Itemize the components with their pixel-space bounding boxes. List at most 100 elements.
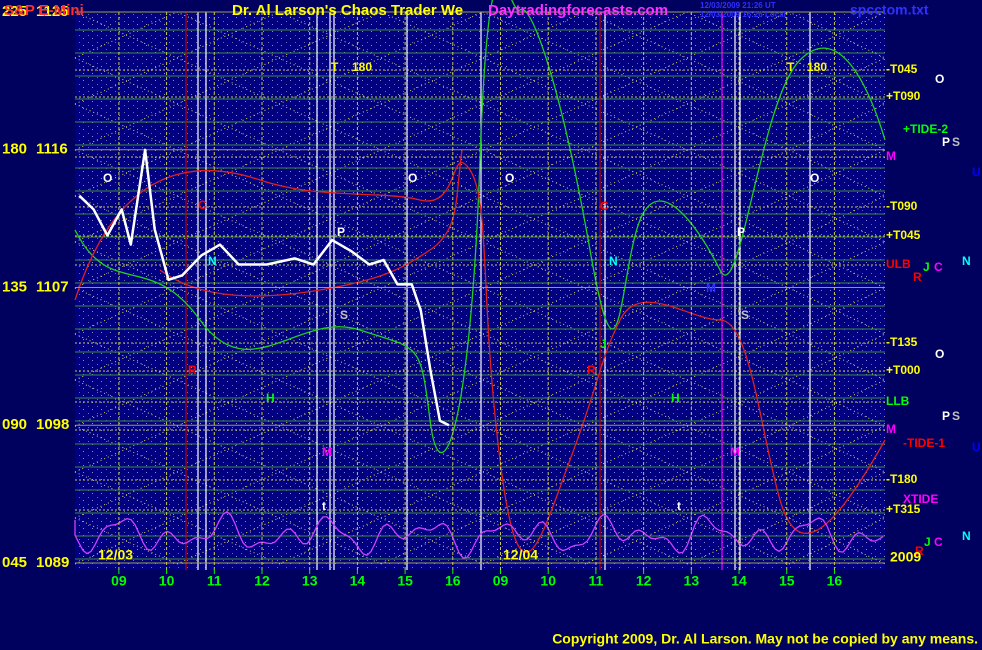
annotation: U: [972, 165, 981, 179]
annotation: S: [952, 409, 960, 423]
diagonal: [788, 287, 886, 335]
green-cycle: [74, 0, 886, 454]
diagonal: [788, 195, 886, 243]
annotation: C: [600, 199, 609, 213]
annotation: O: [505, 171, 514, 185]
file-name: spcctom.txt: [850, 2, 929, 18]
annotation: R: [587, 363, 596, 377]
diagonal: [788, 11, 886, 59]
annotation: N: [208, 254, 217, 268]
date-label: 2009: [890, 549, 921, 565]
annotation: N: [962, 529, 971, 543]
annotation: t: [322, 499, 326, 513]
annotation: LLB: [886, 394, 910, 408]
y-tick-label: 1089: [36, 554, 69, 571]
annotation: t: [677, 499, 681, 513]
annotation: P: [942, 409, 950, 423]
diagonal: [788, 103, 886, 151]
diagonal: [788, 379, 886, 427]
annotation: -T135: [886, 335, 918, 349]
annotation: -T180: [886, 472, 918, 486]
annotation: C: [934, 260, 943, 274]
annotation: +TIDE-2: [903, 122, 948, 136]
diagonal: [788, 517, 886, 565]
y-degree-label: 090: [2, 416, 27, 433]
y-degree-label: 045: [2, 554, 27, 571]
x-tick-label: 12: [636, 573, 652, 589]
diagonal: [788, 57, 886, 105]
annotation: M: [730, 445, 740, 459]
annotation: N: [962, 254, 971, 268]
x-tick-label: 11: [589, 573, 604, 589]
y-degree-label: 225: [2, 3, 27, 20]
annotation: -T045: [886, 62, 918, 76]
header-text: Dr. Al Larson's Chaos Trader We: [232, 2, 463, 19]
annotation: P: [337, 225, 345, 239]
annotation: S: [340, 308, 348, 322]
annotation: J: [600, 337, 607, 351]
y-tick-label: 1125: [36, 3, 69, 20]
site-name: Daytradingforecasts.com: [488, 2, 668, 19]
price-line: [78, 148, 450, 427]
diagonal: [788, 517, 886, 565]
annotation: XTIDE: [903, 492, 938, 506]
annotation: R: [915, 544, 924, 558]
annotation: O: [810, 171, 819, 185]
annotation: +T090: [886, 89, 921, 103]
annotation: M: [322, 445, 332, 459]
diagonal: [788, 287, 886, 335]
diagonal: [788, 379, 886, 427]
annotation: R: [913, 270, 922, 284]
annotation: O: [408, 171, 417, 185]
diagonal: [788, 333, 886, 381]
annotation: -TIDE-1: [903, 436, 945, 450]
annotation: P: [942, 135, 950, 149]
red-cycle: [159, 149, 463, 297]
timestamp-local: 12/03/2009 16:26 Local: [700, 10, 786, 19]
annotation: S: [741, 308, 749, 322]
magenta-cycle: [74, 510, 884, 559]
x-tick-label: 14: [731, 573, 747, 589]
x-tick-label: 15: [397, 573, 413, 589]
y-tick-label: 1116: [36, 141, 68, 158]
x-tick-label: 09: [493, 573, 509, 589]
annotation: 180: [352, 60, 372, 74]
y-tick-label: 1098: [36, 416, 69, 433]
annotation: J: [924, 535, 931, 549]
diagonal: [788, 425, 886, 473]
diagonal: [788, 149, 886, 197]
y-tick-label: 1107: [36, 278, 69, 295]
plot-texture: [75, 12, 885, 570]
annotation: O: [103, 171, 112, 185]
annotation: M: [886, 149, 896, 163]
decoration: [74, 0, 886, 570]
annotation: M: [706, 281, 716, 295]
x-tick-label: 16: [827, 573, 843, 589]
copyright: Copyright 2009, Dr. Al Larson. May not b…: [552, 631, 978, 647]
annotation: P: [737, 225, 745, 239]
annotation: N: [609, 254, 618, 268]
annotation: C: [934, 535, 943, 549]
red-cycle: [74, 161, 886, 554]
x-tick-label: 14: [350, 573, 366, 589]
annotation: M: [886, 422, 896, 436]
annotation: O: [935, 72, 944, 86]
x-tick-label: 13: [684, 573, 700, 589]
x-tick-label: 11: [207, 573, 222, 589]
x-tick-label: 10: [159, 573, 175, 589]
diagonal: [788, 103, 886, 151]
chart-title: S&P E-Mini: [4, 2, 84, 19]
diagonal: [788, 195, 886, 243]
annotation: U: [972, 440, 981, 454]
x-tick-label: 12: [254, 573, 270, 589]
annotation: C: [198, 198, 207, 212]
diagonal: [788, 149, 886, 197]
date-label: 12/03: [98, 547, 133, 563]
date-label: 12/04: [503, 547, 538, 563]
annotation: +T045: [886, 228, 921, 242]
annotation: H: [671, 391, 680, 405]
annotation: J: [923, 260, 930, 274]
timestamp-ut: 12/03/2009 21:26 UT: [700, 1, 776, 10]
